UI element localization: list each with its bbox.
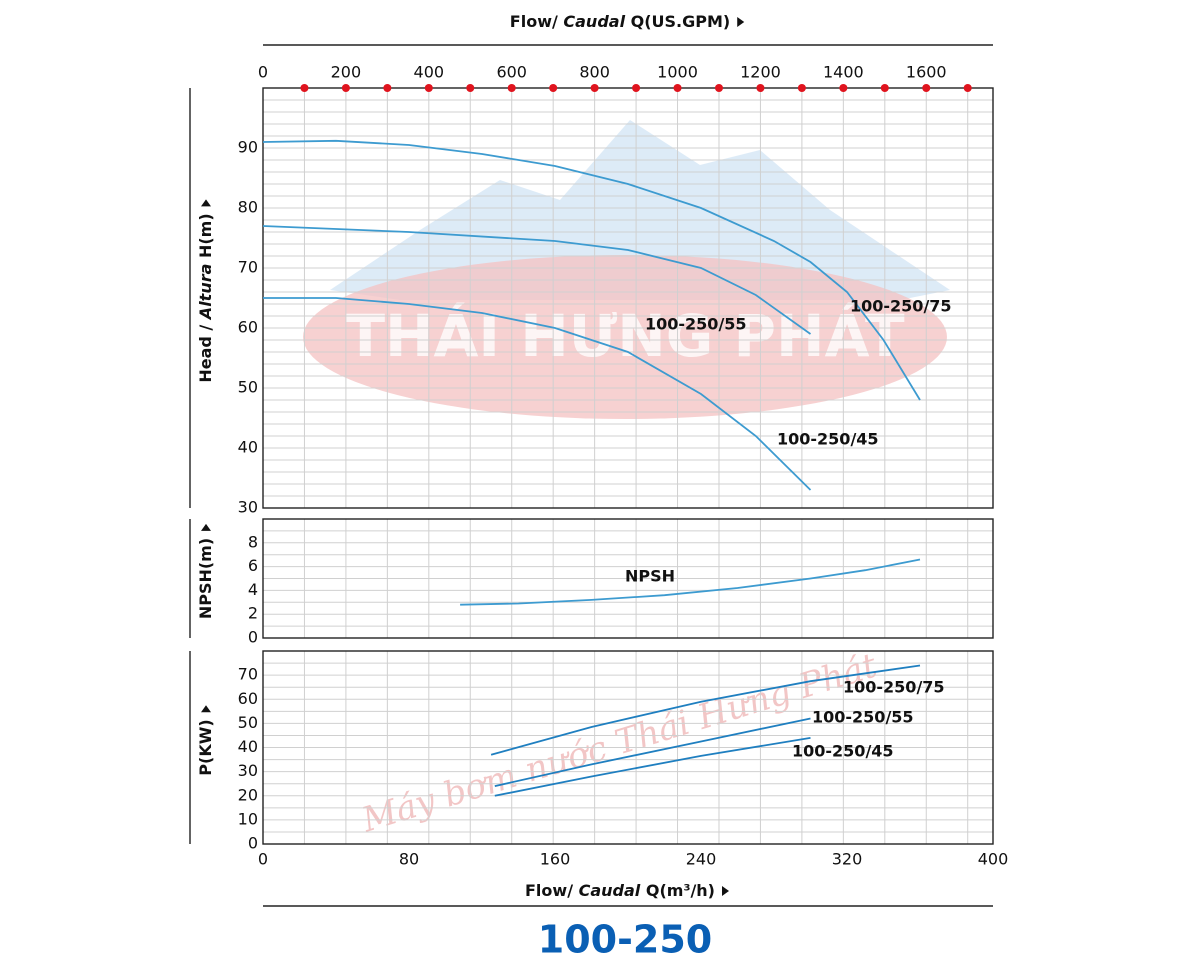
x2-tick-label: 600 <box>496 63 527 82</box>
gpm-dot <box>632 84 641 92</box>
gpm-dot <box>756 84 765 92</box>
gpm-dot <box>466 84 475 92</box>
y-tick-label: 0 <box>248 628 258 647</box>
label-part: H(m) <box>196 213 215 263</box>
y-tick-label: 2 <box>248 604 258 623</box>
label-part: Head / <box>196 319 215 382</box>
gpm-dot <box>507 84 516 92</box>
x2-tick-label: 200 <box>331 63 362 82</box>
gpm-dot <box>300 84 309 92</box>
watermark-ellipse <box>303 255 947 419</box>
y-tick-label: 50 <box>238 378 258 397</box>
gpm-dot <box>673 84 682 92</box>
x2-tick-label: 1000 <box>657 63 698 82</box>
gpm-dot <box>590 84 599 92</box>
x2-axis-label: Flow/ Caudal Q(US.GPM) <box>510 12 745 31</box>
series-line <box>490 664 921 756</box>
series-line <box>262 225 812 335</box>
series-label: 100-250/75 <box>850 297 952 316</box>
x2-tick-label: 1600 <box>906 63 947 82</box>
gpm-dot <box>922 84 931 92</box>
gpm-dot <box>383 84 392 92</box>
y-tick-label: 8 <box>248 532 258 551</box>
y-tick-label: 0 <box>248 834 258 853</box>
y-tick-label: 90 <box>238 138 258 157</box>
y-tick-label: 20 <box>238 785 258 804</box>
series-label: 100-250/55 <box>645 315 747 334</box>
series-label: 100-250/45 <box>792 742 894 761</box>
watermark-mountain <box>330 120 950 300</box>
gpm-dot <box>714 84 723 92</box>
y-axis-label: Head / Altura H(m) <box>196 199 215 383</box>
x2-axis-label-text: Flow/ Caudal Q(US.GPM) <box>510 12 730 31</box>
y-tick-label: 4 <box>248 580 258 599</box>
y-tick-label: 10 <box>238 809 258 828</box>
series-line <box>460 558 921 606</box>
x-tick-label: 320 <box>832 850 863 869</box>
series-line <box>494 737 811 797</box>
y-tick-label: 60 <box>238 689 258 708</box>
x-tick-label: 400 <box>978 850 1009 869</box>
plot-frame <box>262 518 994 639</box>
arrow <box>201 199 211 207</box>
gpm-dot <box>549 84 558 92</box>
y-axis-label-text: P(KW) <box>196 719 215 775</box>
label-part: P(KW) <box>196 719 215 775</box>
label-part: Q(m³/h) <box>640 881 715 900</box>
gpm-dot <box>341 84 350 92</box>
y-axis-label: P(KW) <box>196 705 215 776</box>
label-part: Flow/ <box>525 881 579 900</box>
x-tick-label: 240 <box>686 850 717 869</box>
x-axis-label-text: Flow/ Caudal Q(m³/h) <box>525 881 715 900</box>
x-tick-label: 0 <box>258 850 268 869</box>
x-tick-label: 160 <box>540 850 571 869</box>
series-line <box>263 297 812 491</box>
series-label: 100-250/45 <box>777 430 879 449</box>
x-axis-label: Flow/ Caudal Q(m³/h) <box>525 881 729 900</box>
arrow <box>737 17 745 27</box>
label-part: NPSH(m) <box>196 538 215 619</box>
title: 100-250 <box>538 918 712 962</box>
x-tick-label: 80 <box>399 850 419 869</box>
y-axis-label-text: NPSH(m) <box>196 538 215 619</box>
arrow <box>201 705 211 713</box>
label-part: Q(US.GPM) <box>625 12 730 31</box>
watermark: THÁI HƯNG PHÁT <box>345 301 905 370</box>
y-tick-label: 70 <box>238 665 258 684</box>
label-part: Caudal <box>563 12 625 31</box>
y-tick-label: 50 <box>238 713 258 732</box>
series-label: 100-250/75 <box>843 678 945 697</box>
label-part: Flow/ <box>510 12 564 31</box>
series-label: NPSH <box>625 567 675 586</box>
y-tick-label: 30 <box>238 761 258 780</box>
y-axis-label-text: Head / Altura H(m) <box>196 213 215 382</box>
x2-tick-label: 1200 <box>740 63 781 82</box>
gpm-dot <box>424 84 433 92</box>
y-tick-label: 6 <box>248 556 258 575</box>
gpm-dot <box>880 84 889 92</box>
series-line <box>262 139 921 401</box>
y-tick-label: 30 <box>238 498 258 517</box>
plot-frame <box>262 650 994 845</box>
arrow <box>722 886 729 896</box>
y-tick-label: 60 <box>238 318 258 337</box>
y-tick-label: 80 <box>238 198 258 217</box>
x2-tick-label: 1400 <box>823 63 864 82</box>
x2-tick-label: 0 <box>258 63 268 82</box>
y-tick-label: 40 <box>238 438 258 457</box>
x2-tick-label: 800 <box>579 63 610 82</box>
label-part: Caudal <box>579 881 641 900</box>
gpm-dot <box>797 84 806 92</box>
gpm-dot <box>839 84 848 92</box>
gpm-dot <box>963 84 972 92</box>
y-tick-label: 40 <box>238 737 258 756</box>
y-axis-label: NPSH(m) <box>196 523 215 619</box>
y-tick-label: 70 <box>238 258 258 277</box>
arrow <box>201 523 211 531</box>
x2-tick-label: 400 <box>414 63 445 82</box>
series-label: 100-250/55 <box>812 708 914 727</box>
series-line <box>494 717 811 787</box>
label-part: Altura <box>196 264 215 322</box>
